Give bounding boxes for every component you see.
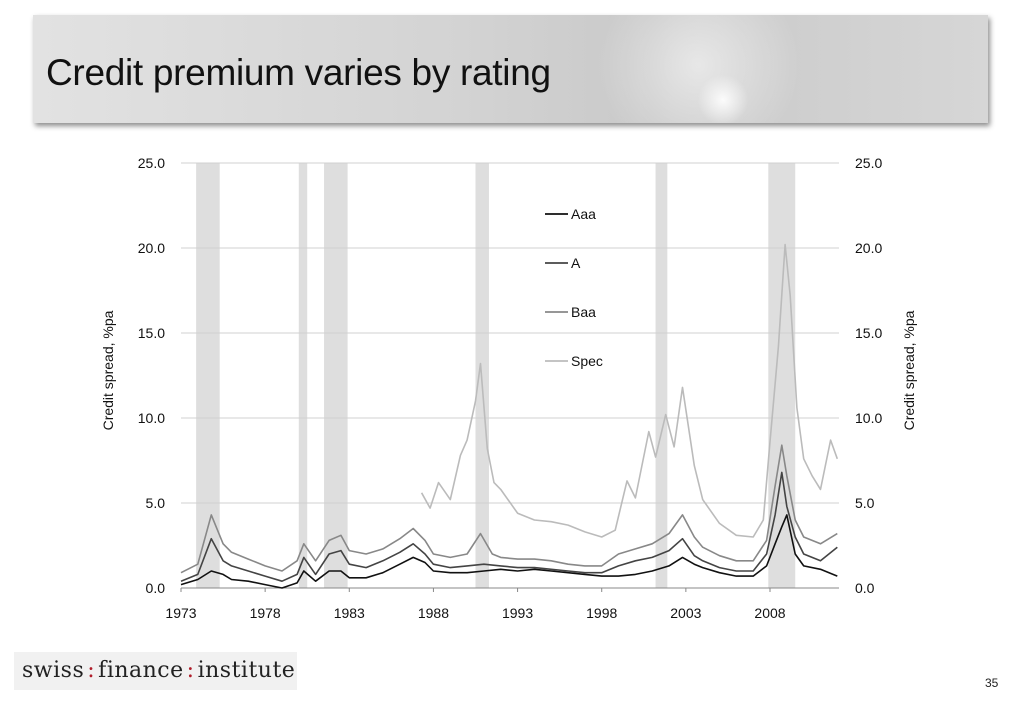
y-tick-label-left: 10.0 <box>138 410 165 426</box>
y-tick-label-right: 25.0 <box>855 155 882 171</box>
banner-glow-spot <box>693 70 753 123</box>
y-tick-label-left: 15.0 <box>138 325 165 341</box>
logo-separator: : <box>186 658 195 683</box>
slide-title: Credit premium varies by rating <box>46 52 551 93</box>
x-tick-label: 1983 <box>334 605 365 621</box>
x-tick-label: 1978 <box>250 605 281 621</box>
legend-label-baa: Baa <box>571 304 596 320</box>
logo-word-institute: institute <box>197 658 296 683</box>
x-tick-label: 1973 <box>165 605 196 621</box>
y-tick-label-left: 0.0 <box>146 580 166 596</box>
recession-band <box>324 163 348 588</box>
title-banner <box>33 15 988 123</box>
legend-label-a: A <box>571 255 581 271</box>
x-tick-label: 2003 <box>670 605 701 621</box>
series-line-a <box>180 471 838 583</box>
logo-separator: : <box>87 658 96 683</box>
y-tick-label-left: 25.0 <box>138 155 165 171</box>
y-tick-label-right: 15.0 <box>855 325 882 341</box>
x-tick-label: 2008 <box>754 605 785 621</box>
series-line-aaa <box>180 514 838 589</box>
y-axis-title-left: Credit spread, %pa <box>100 310 116 430</box>
logo-word-finance: finance <box>98 658 184 683</box>
y-tick-label-left: 20.0 <box>138 240 165 256</box>
swiss-finance-institute-logo: swiss: finance: institute <box>14 652 297 690</box>
y-tick-label-left: 5.0 <box>146 495 166 511</box>
series-line-baa <box>180 444 838 574</box>
recession-band <box>196 163 220 588</box>
x-tick-label: 1998 <box>586 605 617 621</box>
y-tick-label-right: 10.0 <box>855 410 882 426</box>
recession-band <box>655 163 668 588</box>
y-axis-title-right: Credit spread, %pa <box>901 310 917 430</box>
y-tick-label-right: 20.0 <box>855 240 882 256</box>
x-tick-label: 1988 <box>418 605 449 621</box>
recession-band <box>768 163 796 588</box>
y-tick-label-right: 0.0 <box>855 580 875 596</box>
legend-label-spec: Spec <box>571 353 603 369</box>
y-tick-label-right: 5.0 <box>855 495 875 511</box>
logo-word-swiss: swiss <box>22 658 85 683</box>
recession-band <box>298 163 308 588</box>
series-line-spec <box>420 243 839 538</box>
legend-label-aaa: Aaa <box>571 206 596 222</box>
page-number: 35 <box>985 676 999 690</box>
x-tick-label: 1993 <box>502 605 533 621</box>
